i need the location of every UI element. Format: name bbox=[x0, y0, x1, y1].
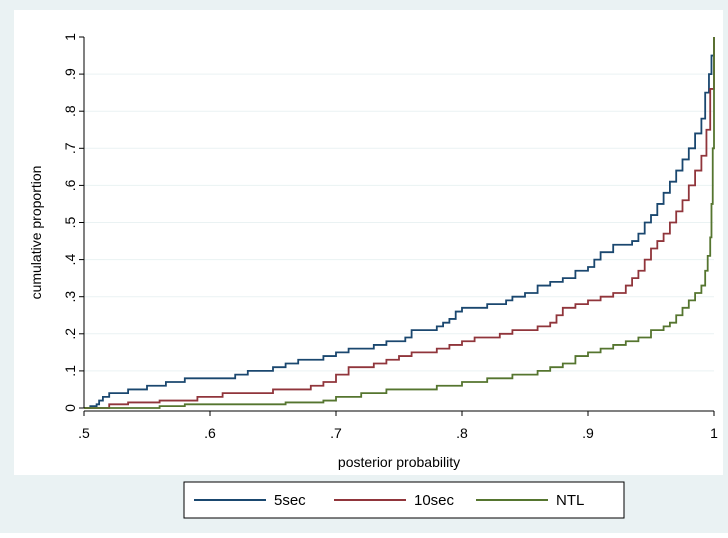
series-line-ntl bbox=[84, 37, 715, 409]
y-axis-label: cumulative proportion bbox=[28, 166, 44, 300]
y-tick-label: .9 bbox=[62, 68, 78, 80]
y-tick-label: 1 bbox=[62, 33, 78, 41]
x-tick-label: .7 bbox=[330, 425, 342, 441]
series-lines bbox=[84, 37, 715, 409]
axes bbox=[79, 36, 715, 416]
y-tick-label: .7 bbox=[62, 142, 78, 154]
y-tick-label: .2 bbox=[62, 328, 78, 340]
y-tick-label: 0 bbox=[62, 404, 78, 412]
y-tick-label: .4 bbox=[62, 254, 78, 266]
x-tick-label: .5 bbox=[78, 425, 90, 441]
x-axis-label: posterior probability bbox=[338, 454, 460, 470]
series-line-10sec bbox=[84, 37, 715, 409]
legend-label: 5sec bbox=[274, 492, 306, 509]
y-tick-label: .6 bbox=[62, 179, 78, 191]
plot-area bbox=[14, 10, 723, 475]
y-tick-label: .1 bbox=[62, 365, 78, 377]
x-tick-label: .9 bbox=[582, 425, 594, 441]
y-tick-label: .3 bbox=[62, 291, 78, 303]
legend-label: 10sec bbox=[414, 492, 455, 509]
x-tick-label: .6 bbox=[204, 425, 216, 441]
x-tick-label: .8 bbox=[456, 425, 468, 441]
y-tick-label: .5 bbox=[62, 216, 78, 228]
x-tick-label: 1 bbox=[710, 425, 718, 441]
legend-label: NTL bbox=[556, 492, 584, 509]
series-line-5sec bbox=[84, 37, 715, 409]
legend: 5sec 10sec NTL bbox=[183, 481, 625, 519]
tick-labels: 0 .1 .2 .3 .4 .5 .6 .7 .8 .9 1 .5 .6 .7 .8 .9 1 bbox=[62, 33, 718, 441]
gridlines bbox=[84, 73, 714, 372]
y-tick-label: .8 bbox=[62, 105, 78, 117]
